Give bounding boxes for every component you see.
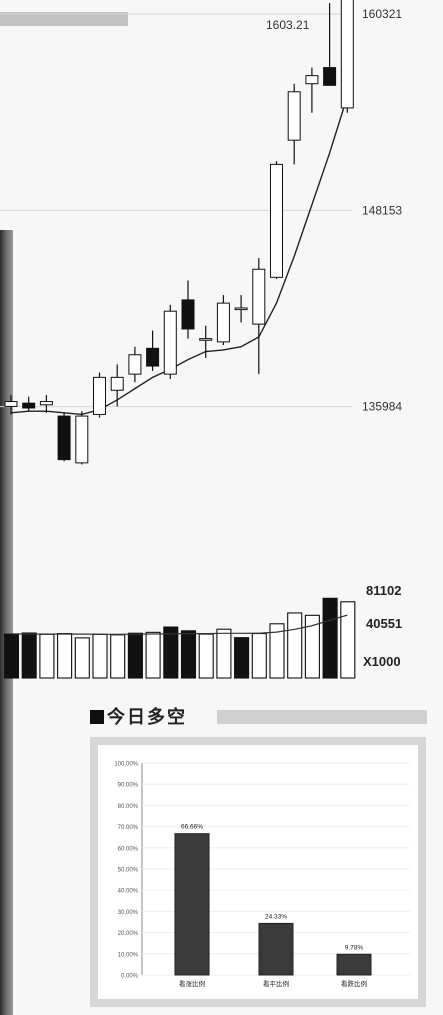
candle-body xyxy=(270,163,283,278)
volume-bar xyxy=(3,633,20,679)
sentiment-bar xyxy=(258,922,294,976)
top-gray-bar xyxy=(0,12,128,26)
candle-body xyxy=(287,91,301,141)
bar-value-label: 24.33% xyxy=(265,913,287,920)
sentiment-chart-panel: 100.00% 90.00% 80.00% 70.00% 60.00% 50.00% 40.… xyxy=(98,745,418,999)
category-label: 看跌比例 xyxy=(341,979,367,988)
candle-body xyxy=(93,376,106,415)
y-tick-label: 80.00% xyxy=(118,804,139,810)
category-label: 看平比例 xyxy=(263,979,289,988)
candle-body xyxy=(181,299,195,330)
y-tick-label: 30.00% xyxy=(118,910,139,916)
category-label: 看涨比例 xyxy=(179,979,205,988)
candle-body xyxy=(146,347,160,367)
volume-bar xyxy=(216,628,232,679)
volume-bar xyxy=(74,637,90,679)
price-axis-label: 148153 xyxy=(362,203,402,217)
volume-bar xyxy=(127,632,143,679)
candle-body xyxy=(39,401,53,406)
volume-bar xyxy=(145,631,161,679)
volume-unit-label: X1000 xyxy=(363,654,401,669)
volume-axis-label: 81102 xyxy=(366,583,401,598)
y-tick-label: 60.00% xyxy=(118,846,139,852)
candle-body xyxy=(252,268,266,325)
y-tick-label: 10.00% xyxy=(118,952,139,958)
square-bullet-icon xyxy=(90,710,104,724)
volume-bar xyxy=(21,632,37,679)
volume-bar xyxy=(92,633,108,679)
y-tick-label: 40.00% xyxy=(118,889,139,895)
volume-bar xyxy=(39,633,55,679)
y-tick-label: 100.00% xyxy=(114,762,138,768)
left-edge-strip xyxy=(0,230,13,1015)
section-title-text: 今日多空 xyxy=(107,707,187,727)
candle-body xyxy=(234,307,248,311)
y-tick-label: 90.00% xyxy=(118,783,139,789)
y-tick-label: 20.00% xyxy=(118,931,139,937)
candle-body xyxy=(22,402,36,409)
candle-body xyxy=(128,354,142,375)
volume-bar xyxy=(304,614,320,679)
volume-bar xyxy=(198,633,214,679)
candle-body xyxy=(216,302,230,343)
candle-body xyxy=(323,67,337,86)
candle-body xyxy=(110,376,124,391)
volume-bar xyxy=(110,634,126,679)
volume-axis-label: 40551 xyxy=(366,616,402,631)
sentiment-chart-frame: 100.00% 90.00% 80.00% 70.00% 60.00% 50.00% 40.… xyxy=(90,737,426,1007)
volume-bar xyxy=(322,597,338,679)
volume-bar xyxy=(180,630,197,679)
candle-body xyxy=(163,310,177,375)
y-tick-label: 70.00% xyxy=(118,825,139,831)
volume-ma-line xyxy=(10,614,348,635)
candle-body xyxy=(340,0,354,109)
bar-value-label: 66.66% xyxy=(181,824,203,831)
price-ma-line xyxy=(10,96,348,416)
candle-body xyxy=(4,401,18,407)
volume-bar xyxy=(57,632,73,679)
volume-bar xyxy=(163,626,179,679)
volume-bar xyxy=(251,632,267,679)
volume-bar xyxy=(287,612,303,679)
price-axis-label: 135984 xyxy=(362,400,402,414)
candle-body xyxy=(305,75,319,85)
price-axis-label: 160321 xyxy=(362,7,402,21)
bar-value-label: 9.78% xyxy=(345,944,364,951)
section-title: 今日多空 xyxy=(90,703,187,729)
sentiment-bar xyxy=(174,833,210,976)
volume-bar xyxy=(340,601,356,679)
y-tick-label: 0.00% xyxy=(121,974,139,980)
candle-body xyxy=(199,338,213,341)
candle-body xyxy=(57,415,71,461)
volume-bar xyxy=(234,637,250,679)
volume-bar xyxy=(269,623,285,679)
sentiment-bar xyxy=(336,953,372,976)
section-title-bar xyxy=(217,710,427,724)
candle-body xyxy=(75,415,89,464)
high-price-label: 1603.21 xyxy=(266,18,310,32)
sentiment-bar-chart: 100.00% 90.00% 80.00% 70.00% 60.00% 50.00% 40.… xyxy=(114,762,410,988)
y-tick-label: 50.00% xyxy=(118,868,139,874)
